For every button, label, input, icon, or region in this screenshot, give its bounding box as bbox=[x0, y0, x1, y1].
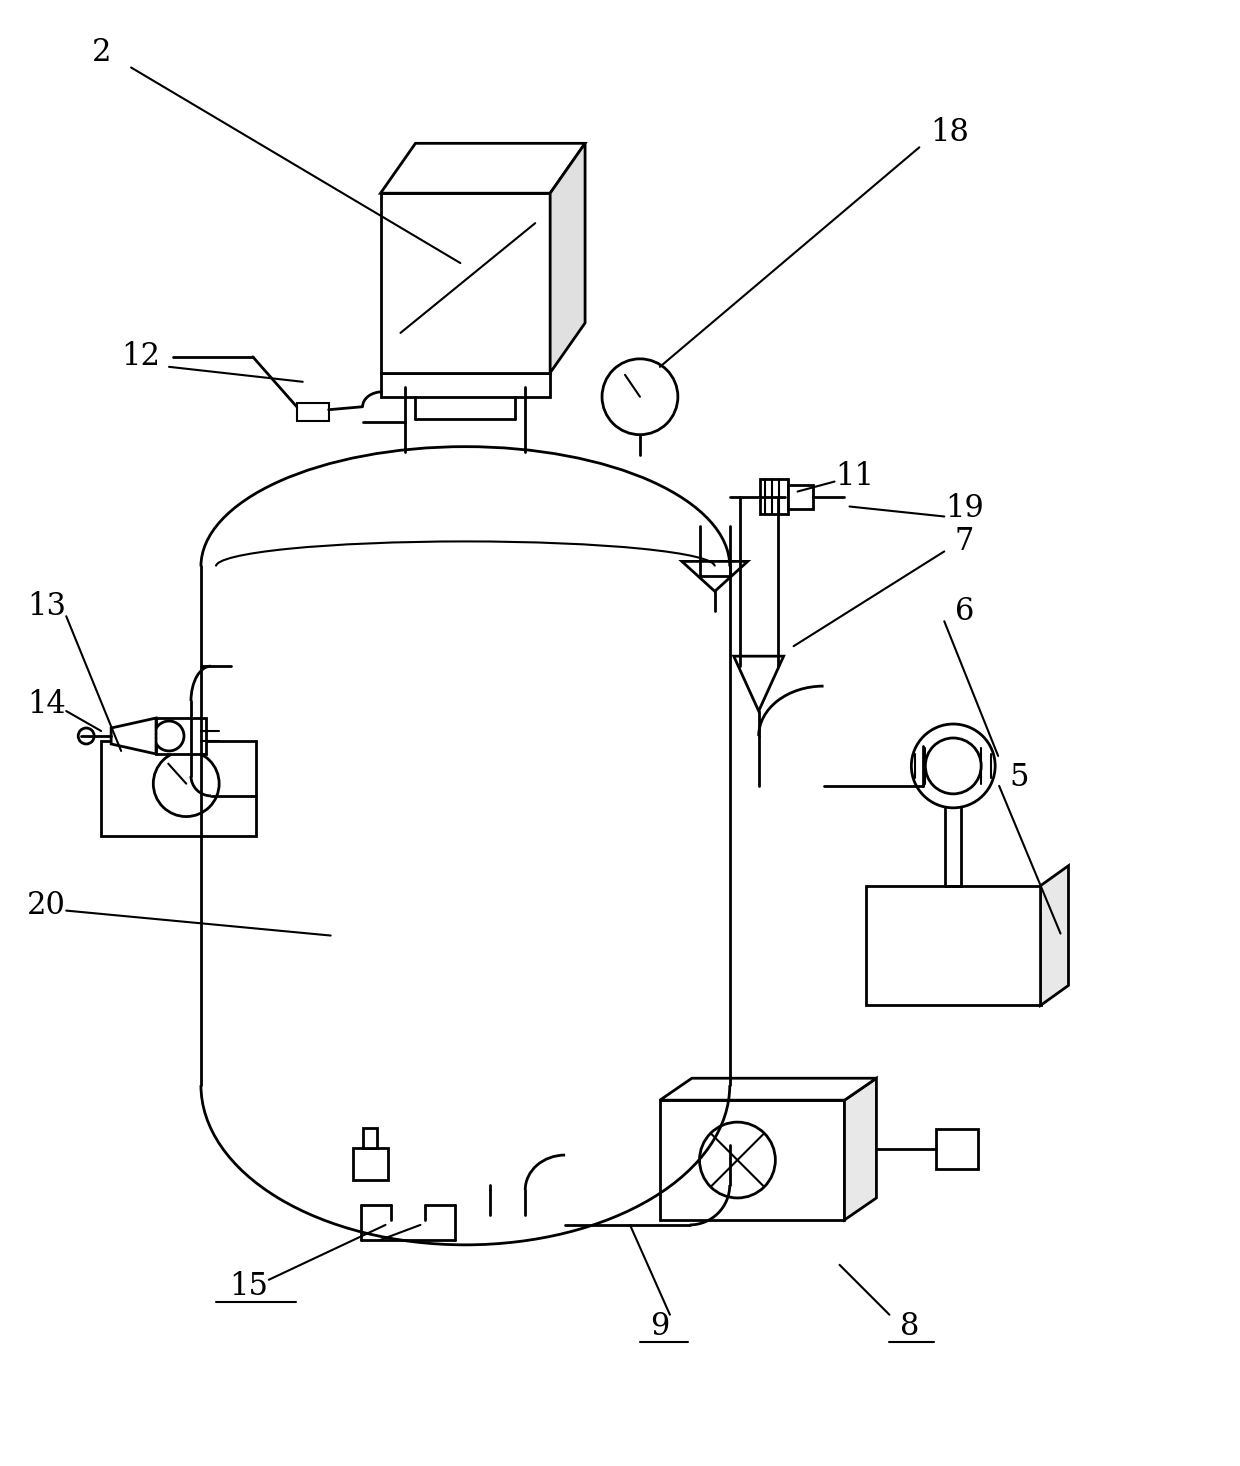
Text: 19: 19 bbox=[945, 493, 983, 523]
Bar bbox=[352, 1148, 388, 1180]
Polygon shape bbox=[1040, 866, 1069, 1006]
Polygon shape bbox=[381, 144, 585, 194]
Text: 6: 6 bbox=[955, 595, 973, 627]
Circle shape bbox=[154, 751, 219, 817]
Text: 12: 12 bbox=[122, 342, 160, 372]
Text: 7: 7 bbox=[955, 526, 973, 557]
Text: 18: 18 bbox=[930, 117, 968, 148]
Polygon shape bbox=[551, 144, 585, 372]
Circle shape bbox=[911, 724, 996, 808]
Text: 11: 11 bbox=[835, 462, 874, 493]
Circle shape bbox=[699, 1121, 775, 1198]
Polygon shape bbox=[112, 718, 156, 754]
Circle shape bbox=[78, 729, 94, 743]
Bar bbox=[866, 885, 1040, 1006]
Text: 9: 9 bbox=[650, 1311, 670, 1343]
Circle shape bbox=[154, 721, 184, 751]
Bar bbox=[787, 485, 812, 509]
Bar bbox=[362, 1129, 377, 1148]
Bar bbox=[381, 194, 551, 372]
Text: 2: 2 bbox=[92, 37, 110, 67]
Bar bbox=[156, 718, 206, 754]
Text: 5: 5 bbox=[1009, 762, 1029, 793]
Text: 14: 14 bbox=[27, 689, 66, 720]
Bar bbox=[660, 1100, 844, 1220]
Bar bbox=[936, 1129, 978, 1168]
Bar bbox=[102, 740, 255, 836]
Polygon shape bbox=[734, 657, 784, 711]
Polygon shape bbox=[660, 1078, 877, 1100]
Bar bbox=[760, 478, 787, 515]
Polygon shape bbox=[682, 561, 748, 591]
Circle shape bbox=[603, 359, 678, 435]
Text: 20: 20 bbox=[27, 890, 66, 921]
Text: 8: 8 bbox=[900, 1311, 919, 1343]
Circle shape bbox=[925, 737, 981, 795]
Polygon shape bbox=[844, 1078, 877, 1220]
Bar bbox=[381, 372, 551, 397]
Text: 13: 13 bbox=[27, 591, 66, 622]
Bar bbox=[296, 403, 329, 421]
Text: 15: 15 bbox=[229, 1271, 268, 1302]
